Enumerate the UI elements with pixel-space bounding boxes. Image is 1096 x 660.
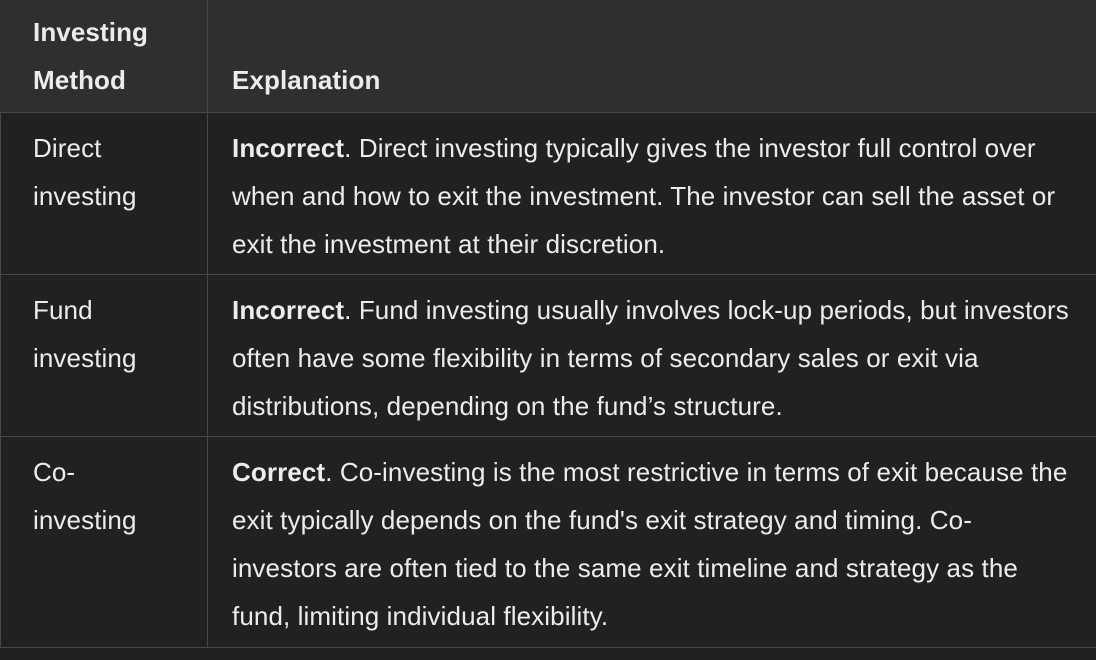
header-investing-method: Investing Method: [0, 0, 208, 112]
method-cell: Fund investing: [0, 275, 208, 436]
explanation-cell: Incorrect. Direct investing typically gi…: [208, 113, 1096, 274]
method-line2: investing: [33, 343, 137, 373]
header-method-line1: Investing: [33, 17, 149, 47]
explanation-cell: Incorrect. Fund investing usually involv…: [208, 275, 1096, 436]
table-row: Co- investing Correct. Co-investing is t…: [0, 437, 1096, 648]
verdict-label: Correct: [232, 457, 326, 487]
header-explanation: Explanation: [232, 65, 381, 95]
table-left-border: [0, 0, 1, 647]
verdict-label: Incorrect: [232, 295, 345, 325]
method-line2: investing: [33, 505, 137, 535]
explanation-cell: Correct. Co-investing is the most restri…: [208, 437, 1096, 647]
method-line1: Direct: [33, 133, 102, 163]
method-line2: investing: [33, 181, 137, 211]
verdict-label: Incorrect: [232, 133, 345, 163]
explanation-text: . Fund investing usually involves lock-u…: [232, 295, 1069, 421]
header-method-line2: Method: [33, 65, 127, 95]
table-header-row: Investing Method Explanation: [0, 0, 1096, 113]
explanation-text: . Co-investing is the most restrictive i…: [232, 457, 1068, 631]
explanation-text: . Direct investing typically gives the i…: [232, 133, 1056, 259]
table-row: Fund investing Incorrect. Fund investing…: [0, 275, 1096, 437]
method-cell: Co- investing: [0, 437, 208, 647]
table-row: Direct investing Incorrect. Direct inves…: [0, 113, 1096, 275]
method-line1: Fund: [33, 295, 93, 325]
method-cell: Direct investing: [0, 113, 208, 274]
method-line1: Co-: [33, 457, 76, 487]
